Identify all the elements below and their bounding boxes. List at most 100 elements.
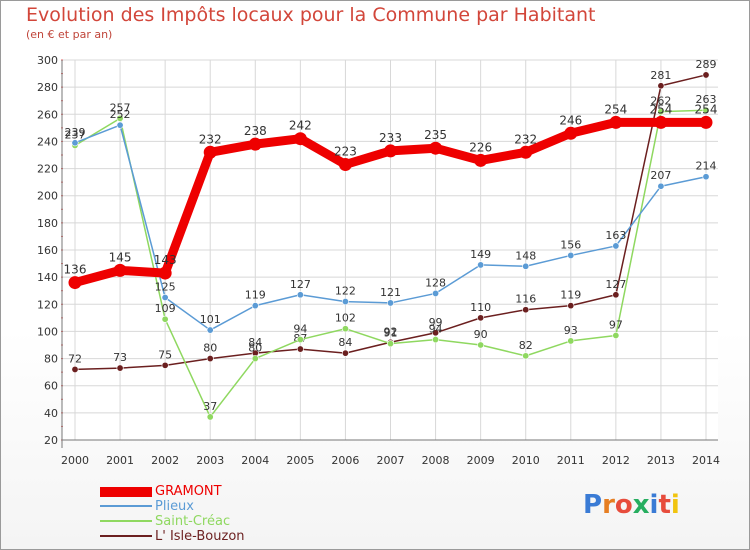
data-point [564, 126, 578, 140]
data-label: 110 [470, 301, 491, 314]
data-label: 214 [696, 160, 717, 173]
data-point [206, 413, 214, 421]
x-tick-label: 2008 [422, 454, 450, 467]
data-label: 75 [158, 348, 172, 361]
data-label: 99 [429, 316, 443, 329]
logo-letter: i [670, 490, 680, 520]
data-label: 235 [424, 128, 447, 142]
data-point [68, 276, 82, 290]
data-point [296, 336, 304, 344]
data-label: 238 [244, 124, 267, 138]
data-label: 125 [155, 281, 176, 294]
data-point [477, 341, 485, 349]
data-label: 226 [469, 140, 492, 154]
logo-letter: P [583, 490, 603, 520]
data-label: 207 [650, 169, 671, 182]
legend-swatch-gramont [100, 487, 152, 497]
y-tick-label: 40 [44, 407, 58, 420]
legend-label-gramont: GRAMONT [155, 484, 222, 499]
data-label: 257 [110, 101, 131, 114]
data-label: 116 [515, 293, 536, 306]
y-tick-label: 200 [37, 190, 58, 203]
data-point [384, 144, 397, 158]
data-point [386, 299, 394, 307]
data-label: 237 [65, 129, 86, 142]
logo-letter: o [614, 490, 633, 520]
legend-label-plieux: Plieux [155, 499, 194, 514]
data-label: 80 [248, 342, 262, 355]
data-point [161, 361, 169, 369]
y-tick-label: 220 [37, 163, 58, 176]
data-point [293, 132, 307, 146]
data-point [71, 365, 79, 373]
data-point [522, 352, 530, 360]
data-label: 246 [559, 113, 582, 127]
data-label: 128 [425, 276, 446, 289]
data-label: 109 [155, 302, 176, 315]
data-point [612, 331, 620, 339]
data-point [477, 314, 485, 322]
data-label: 73 [113, 351, 127, 364]
data-point [206, 355, 214, 363]
y-tick-label: 160 [37, 244, 58, 257]
data-label: 156 [560, 238, 581, 251]
data-point [113, 263, 127, 277]
proxiti-logo: Proxiti [583, 490, 680, 520]
data-point [341, 349, 349, 357]
data-label: 121 [380, 286, 401, 299]
data-label: 232 [199, 132, 222, 146]
data-label: 143 [154, 253, 177, 267]
data-point [522, 306, 530, 314]
data-point [699, 115, 713, 129]
x-tick-label: 2011 [557, 454, 585, 467]
x-tick-label: 2013 [647, 454, 675, 467]
data-point [477, 261, 485, 269]
legend-label-saint-creac: Saint-Créac [155, 514, 231, 529]
data-label: 82 [519, 339, 533, 352]
x-tick-label: 2012 [602, 454, 630, 467]
y-tick-label: 300 [37, 54, 58, 67]
y-tick-label: 240 [37, 135, 58, 148]
x-tick-label: 2000 [61, 454, 89, 467]
data-label: 254 [649, 102, 672, 116]
data-point [432, 289, 440, 297]
data-point [116, 114, 124, 122]
data-point [657, 82, 665, 90]
y-tick-label: 80 [44, 353, 58, 366]
data-label: 145 [109, 250, 132, 264]
y-tick-label: 120 [37, 298, 58, 311]
data-label: 263 [696, 93, 717, 106]
data-label: 93 [564, 324, 578, 337]
data-label: 101 [200, 313, 221, 326]
data-label: 72 [68, 352, 82, 365]
data-point [432, 329, 440, 337]
data-label: 239 [65, 126, 86, 139]
data-point [251, 302, 259, 310]
data-point [702, 173, 710, 181]
data-point [338, 158, 352, 171]
chart-title: Evolution des Impôts locaux pour la Comm… [26, 4, 596, 26]
x-tick-label: 2002 [151, 454, 179, 467]
data-label: 149 [470, 248, 491, 261]
logo-letter: r [602, 490, 615, 520]
data-label: 127 [290, 278, 311, 291]
chart-subtitle: (en € et par an) [26, 28, 113, 41]
data-point [567, 337, 575, 345]
data-point [161, 293, 169, 301]
data-label: 119 [560, 289, 581, 302]
data-label: 91 [384, 327, 398, 340]
data-point [432, 336, 440, 344]
data-point [296, 345, 304, 353]
data-label: 84 [248, 336, 262, 349]
y-tick-label: 280 [37, 81, 58, 94]
data-point [71, 139, 79, 147]
data-point [158, 266, 172, 280]
data-label: 94 [429, 323, 443, 336]
y-tick-label: 20 [44, 434, 58, 447]
data-label: 92 [384, 325, 398, 338]
data-label: 254 [604, 102, 627, 116]
data-label: 84 [338, 336, 352, 349]
x-tick-label: 2003 [196, 454, 224, 467]
data-label: 97 [609, 319, 623, 332]
